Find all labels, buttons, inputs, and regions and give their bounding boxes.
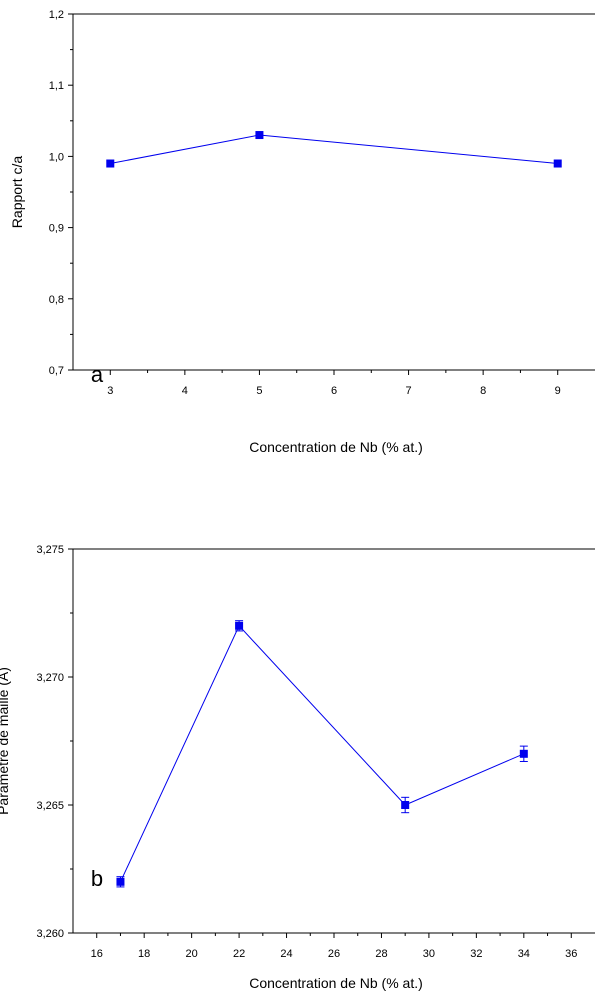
panel-label: a	[91, 362, 104, 387]
x-tick-label: 20	[186, 948, 198, 960]
data-point	[235, 621, 244, 630]
x-tick-label: 3	[107, 385, 113, 397]
x-axis-title: Concentration de Nb (% at.)	[249, 439, 423, 455]
chart-a: 0,7 0,8 0,9 1,0 1,1 1,2 3 4 5 6 7 8 9 Concentration d…	[9, 9, 595, 455]
y-tick-label: 1,0	[49, 151, 64, 163]
data-point	[106, 159, 115, 168]
x-tick-label: 28	[375, 948, 387, 960]
x-tick-label: 5	[256, 385, 262, 397]
x-axis-title: Concentration de Nb (% at.)	[249, 975, 423, 991]
x-tick-label: 36	[565, 948, 577, 960]
y-tick-label: 3,265	[36, 800, 64, 812]
x-tick-label: 24	[280, 948, 292, 960]
x-tick-label: 22	[233, 948, 245, 960]
panel-label: b	[91, 866, 103, 891]
y-tick-label: 0,9	[49, 223, 64, 235]
data-point	[401, 801, 410, 809]
y-tick-label: 1,2	[49, 9, 64, 21]
y-tick-label: 3,275	[36, 544, 64, 556]
chart-b: 3,260 3,265 3,270 3,275 16 18 20 22 24 26 28 30 32 34…	[0, 544, 595, 991]
x-tick-label: 16	[91, 948, 103, 960]
x-tick-label: 4	[182, 385, 188, 397]
x-tick-label: 34	[518, 948, 530, 960]
data-point	[519, 749, 528, 758]
y-tick-label: 3,260	[36, 928, 64, 940]
series-line	[120, 624, 524, 883]
y-tick-label: 1,1	[49, 80, 64, 92]
x-tick-label: 30	[423, 948, 435, 960]
y-tick-label: 3,270	[36, 672, 64, 684]
x-tick-label: 7	[406, 385, 412, 397]
y-tick-label: 0,7	[49, 365, 64, 377]
x-tick-label: 18	[138, 948, 150, 960]
data-point	[553, 159, 562, 168]
y-axis-title: Rapport c/a	[9, 156, 25, 229]
x-tick-label: 26	[328, 948, 340, 960]
x-tick-label: 6	[331, 385, 337, 397]
series-line	[110, 134, 558, 164]
data-point	[255, 131, 264, 140]
x-tick-label: 32	[470, 948, 482, 960]
y-tick-label: 0,8	[49, 294, 64, 306]
y-axis-title: Paramètre de maille (Å)	[0, 667, 11, 815]
data-point	[116, 877, 125, 886]
x-tick-label: 9	[555, 385, 561, 397]
x-tick-label: 8	[480, 385, 486, 397]
